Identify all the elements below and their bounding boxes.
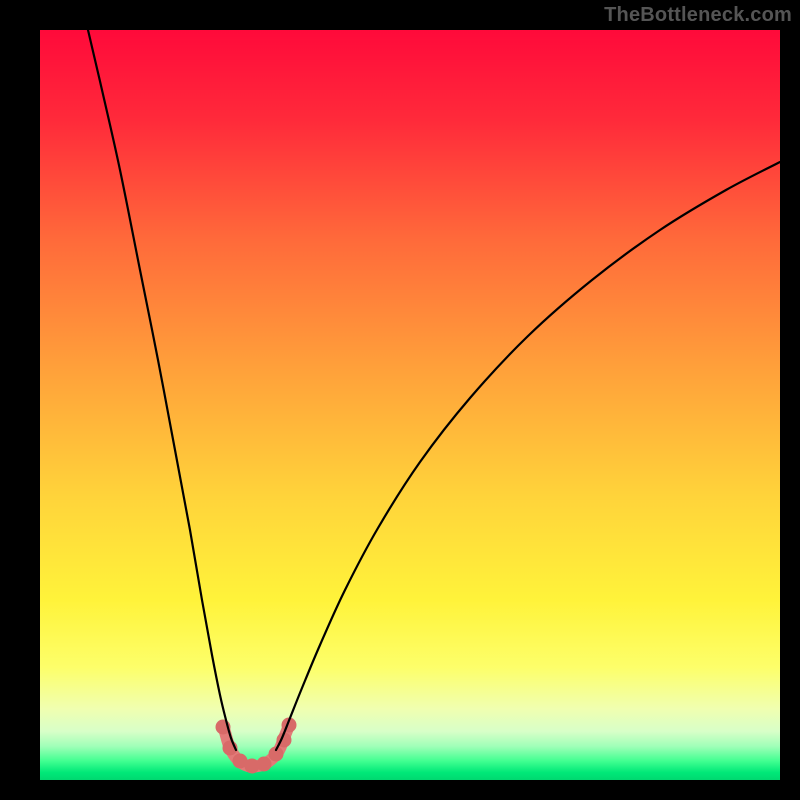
curve-overlay xyxy=(0,0,800,800)
curve-right-branch xyxy=(276,162,780,750)
bottom-arc-dot xyxy=(257,757,272,772)
chart-root: TheBottleneck.com xyxy=(0,0,800,800)
watermark-text: TheBottleneck.com xyxy=(604,4,792,27)
curve-left-branch xyxy=(88,30,236,750)
plot-area xyxy=(40,30,780,780)
